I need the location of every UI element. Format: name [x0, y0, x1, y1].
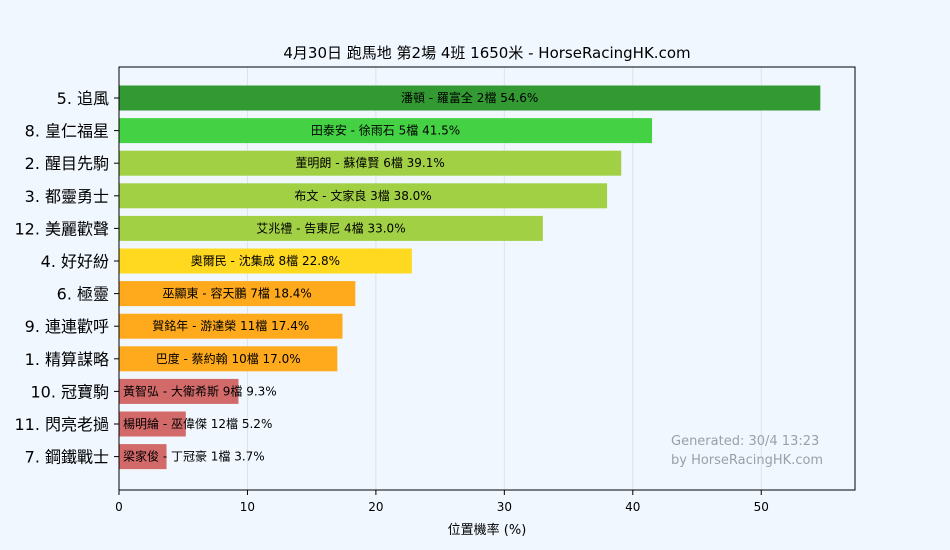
bar-label: 梁家俊 - 丁冠豪 1檔 3.7%	[123, 449, 265, 464]
bar	[119, 411, 186, 437]
x-tick-label: 30	[497, 500, 512, 514]
watermark-credit: by HorseRacingHK.com	[671, 453, 823, 468]
bar	[119, 378, 239, 404]
bar	[119, 346, 338, 372]
bar-label: 董明朗 - 蘇偉賢 6檔 39.1%	[295, 156, 444, 170]
bar-label: 田泰安 - 徐雨石 5檔 41.5%	[311, 123, 460, 138]
category-label: 3. 都靈勇士	[25, 187, 109, 206]
chart-title: 4月30日 跑馬地 第2場 4班 1650米 - HorseRacingHK.c…	[283, 44, 690, 62]
x-axis-label: 位置機率 (%)	[448, 522, 527, 538]
bars	[119, 85, 821, 470]
bar	[119, 85, 821, 111]
bar-label: 巫顯東 - 容天鵬 7檔 18.4%	[162, 286, 311, 301]
bar	[119, 248, 412, 274]
plot-frame	[118, 66, 856, 491]
bar-label: 奧爾民 - 沈集成 8檔 22.8%	[191, 253, 340, 268]
category-label: 5. 追風	[57, 89, 109, 108]
category-label: 2. 醒目先駒	[25, 154, 109, 173]
x-tick-label: 20	[368, 500, 383, 514]
bar-label: 賀銘年 - 游達榮 11檔 17.4%	[152, 318, 309, 333]
bar-label: 巴度 - 蔡約翰 10檔 17.0%	[156, 351, 301, 366]
category-label: 1. 精算謀略	[25, 350, 109, 369]
x-tick-label: 50	[754, 500, 769, 514]
x-tick-label: 10	[240, 500, 255, 514]
bar-label: 黃智弘 - 大衛希斯 9檔 9.3%	[123, 383, 277, 398]
category-label: 9. 連連歡呼	[25, 317, 109, 336]
bar	[119, 118, 653, 144]
bar	[119, 183, 608, 209]
category-label: 10. 冠寶駒	[30, 382, 109, 401]
bar	[119, 444, 167, 470]
bar-label: 楊明綸 - 巫偉傑 12檔 5.2%	[123, 416, 272, 431]
x-tick-label: 40	[625, 500, 640, 514]
bar	[119, 150, 622, 176]
bar	[119, 313, 343, 339]
category-label: 8. 皇仁福星	[25, 122, 109, 141]
bar-label: 布文 - 文家良 3檔 38.0%	[294, 188, 431, 203]
generated-timestamp: Generated: 30/4 13:23	[671, 434, 819, 449]
bar-label: 潘頓 - 羅富全 2檔 54.6%	[401, 90, 538, 105]
category-label: 7. 鋼鐵戰士	[25, 448, 109, 467]
bar-labels: 潘頓 - 羅富全 2檔 54.6% 田泰安 - 徐雨石 5檔 41.5% 董明朗 -…	[123, 90, 538, 464]
bar	[119, 281, 356, 307]
category-label: 6. 極靈	[57, 285, 109, 304]
x-ticks: 0 10 20 30 40 50	[114, 97, 769, 514]
bar-label: 艾兆禮 - 告東尼 4檔 33.0%	[256, 221, 405, 235]
x-tick-label: 0	[115, 500, 123, 514]
category-labels: 5. 追風 8. 皇仁福星 2. 醒目先駒 3. 都靈勇士 12. 美麗歡聲 4. 好好紛…	[14, 89, 109, 467]
category-label: 4. 好好紛	[41, 252, 109, 271]
category-label: 11. 閃亮老撾	[14, 415, 109, 434]
bar	[119, 215, 543, 241]
category-label: 12. 美麗歡聲	[14, 219, 109, 238]
